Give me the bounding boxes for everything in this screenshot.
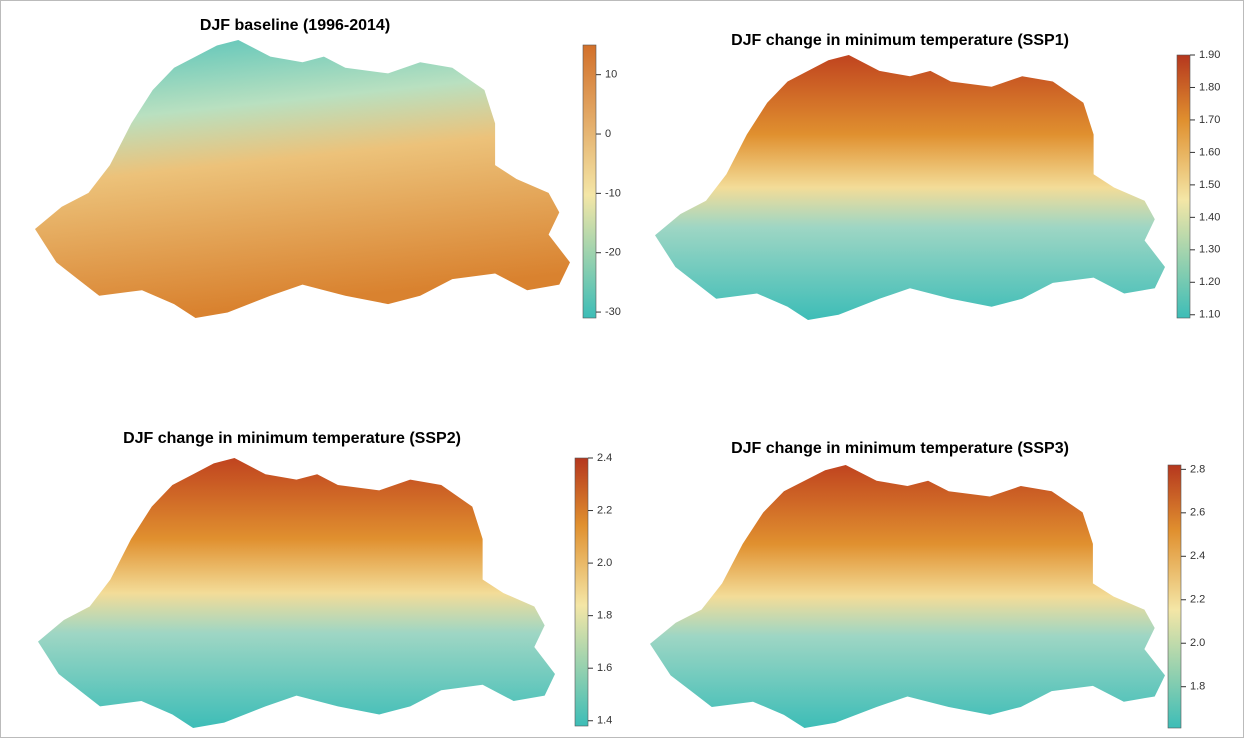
tick-label: 2.4	[597, 452, 612, 464]
tick-label: 10	[605, 69, 617, 81]
tick-label: 1.20	[1199, 276, 1220, 288]
colorbar	[582, 44, 597, 319]
tick-label: 2.6	[1190, 507, 1205, 519]
tick-label: 1.6	[597, 662, 612, 674]
tick-label: 1.70	[1199, 114, 1220, 126]
panel-title: DJF change in minimum temperature (SSP1)	[731, 32, 1069, 49]
tick-label: 2.2	[597, 504, 612, 516]
tick-label: -30	[605, 306, 621, 318]
tick-label: 2.8	[1190, 463, 1205, 475]
tick-label: -20	[605, 247, 621, 259]
colorbar	[1176, 54, 1191, 319]
tick-label: 1.90	[1199, 49, 1220, 61]
tick-label: -10	[605, 187, 621, 199]
tick-label: 1.60	[1199, 146, 1220, 158]
tick-label: 2.2	[1190, 594, 1205, 606]
tick-label: 2.4	[1190, 550, 1205, 562]
tick-label: 1.10	[1199, 309, 1220, 321]
panel-title: DJF baseline (1996-2014)	[200, 17, 390, 34]
tick-label: 1.8	[597, 610, 612, 622]
tick-label: 1.80	[1199, 81, 1220, 93]
panel-title: DJF change in minimum temperature (SSP2)	[123, 430, 461, 447]
tick-label: 1.4	[597, 715, 612, 727]
tick-label: 1.40	[1199, 211, 1220, 223]
tick-label: 1.30	[1199, 244, 1220, 256]
panel-title: DJF change in minimum temperature (SSP3)	[731, 440, 1069, 457]
tick-label: 0	[605, 128, 611, 140]
colorbar	[1167, 464, 1182, 729]
tick-label: 1.8	[1190, 681, 1205, 693]
tick-label: 2.0	[1190, 637, 1205, 649]
tick-label: 1.50	[1199, 179, 1220, 191]
tick-label: 2.0	[597, 557, 612, 569]
colorbar	[574, 457, 589, 727]
